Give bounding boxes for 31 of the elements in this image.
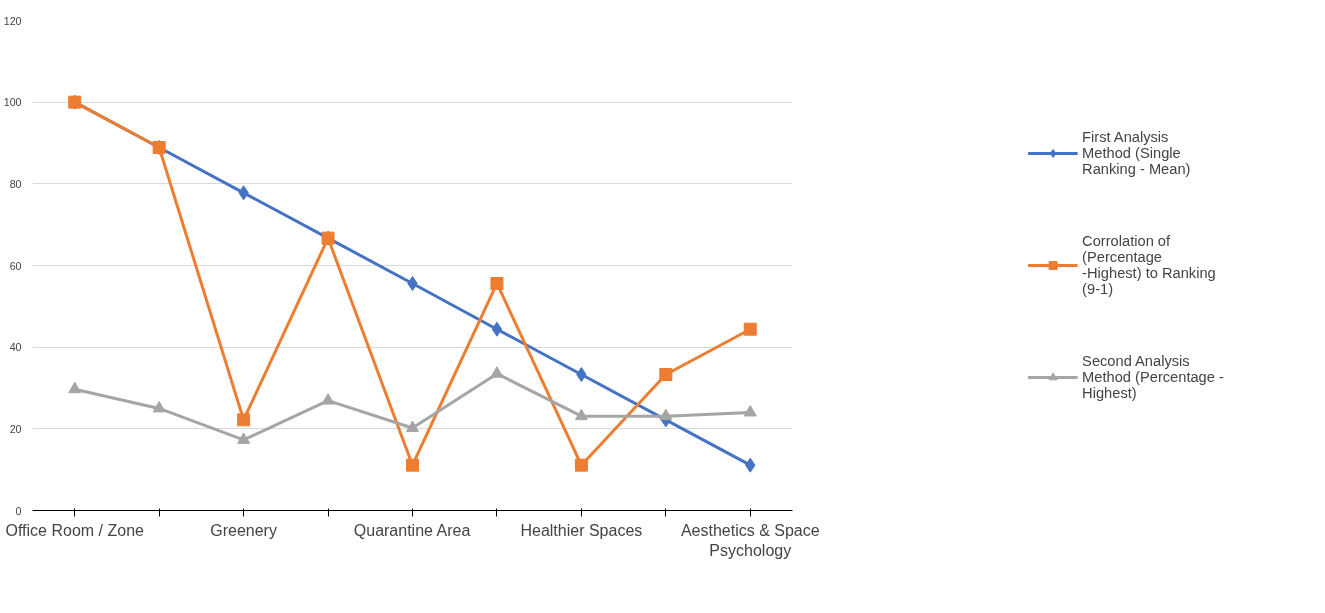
point <box>491 321 503 337</box>
point <box>321 393 335 405</box>
legend-label: Second Analysis Method (Percentage - Highest) <box>1082 352 1224 403</box>
point <box>68 381 82 394</box>
point <box>659 368 673 382</box>
y-tick-label: 80 <box>9 177 22 190</box>
x-tick-label: Greenery <box>210 521 277 539</box>
y-tick-label: 20 <box>9 422 22 435</box>
point <box>152 400 166 413</box>
point <box>406 420 419 432</box>
point <box>659 408 673 421</box>
x-tick-label: Quarantine Area <box>353 521 471 539</box>
legend-label: First Analysis Method (Single Ranking - Mean) <box>1082 128 1191 179</box>
y-tick-label: 60 <box>9 259 22 272</box>
point <box>743 322 757 336</box>
point <box>743 405 757 417</box>
y-tick-label: 40 <box>9 341 22 354</box>
x-tick-label: Healthier Spaces <box>520 521 643 539</box>
point <box>574 458 588 472</box>
point <box>490 366 504 378</box>
legend-label: Corrolation of (Percentage -Highest) to Ranking (9-1) <box>1082 233 1216 297</box>
point <box>490 276 504 290</box>
x-tick-label: Office Room / Zone <box>5 521 145 539</box>
point <box>237 413 251 427</box>
point <box>237 432 251 444</box>
y-tick-label: 100 <box>3 96 22 109</box>
y-tick-label: 120 <box>3 14 22 27</box>
y-tick-label: 0 <box>15 504 22 517</box>
x-tick-label: Aesthetics & Space Psychology <box>680 521 820 559</box>
point <box>406 458 419 472</box>
point <box>574 408 588 421</box>
